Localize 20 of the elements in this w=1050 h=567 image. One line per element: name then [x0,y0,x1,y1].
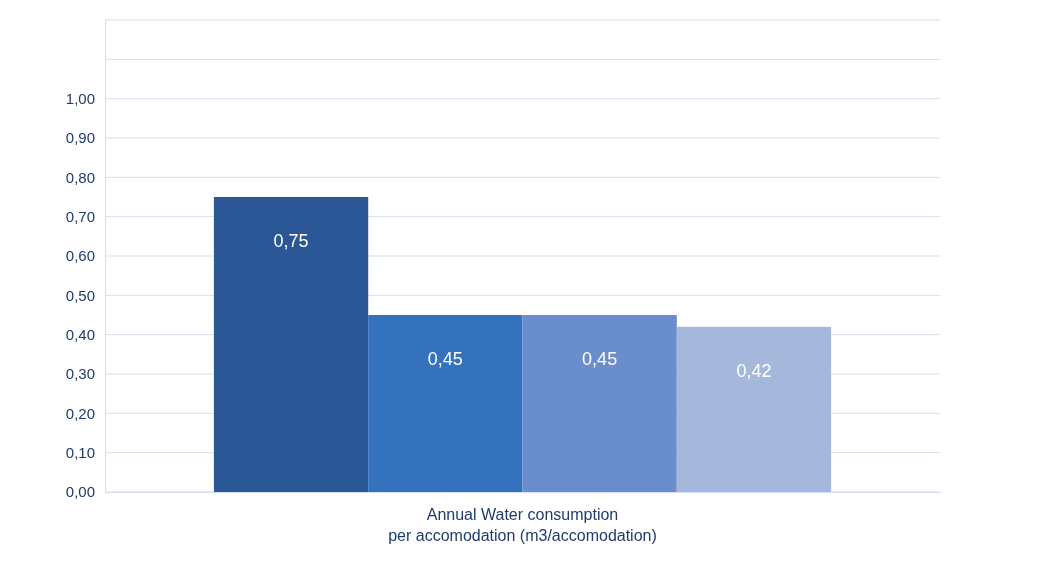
data-label: 0,45 [582,349,618,369]
y-tick-label: 0,60 [65,247,95,265]
bar [368,315,523,492]
y-tick-label: 0,10 [65,443,95,461]
data-label: 0,45 [427,349,463,369]
y-tick-label: 0,80 [65,168,95,186]
x-tick-label: Annual Water consumption per accomodation (m3/accomodation) [388,506,657,544]
bar [522,315,677,492]
data-label: 0,42 [736,360,772,381]
y-tick-label: 0,40 [65,325,95,343]
y-tick-label: 0,20 [65,404,95,422]
bar [676,326,832,492]
y-tick-label: 0,30 [65,365,95,383]
y-tick-label: 1,00 [65,89,95,107]
data-label: 0,75 [273,231,309,251]
bar [213,197,369,492]
y-tick-label: 0,90 [65,129,95,147]
y-tick-label: 0,70 [65,207,95,225]
y-tick-label: 0,50 [65,286,95,304]
y-tick-label: 0,00 [65,483,95,501]
